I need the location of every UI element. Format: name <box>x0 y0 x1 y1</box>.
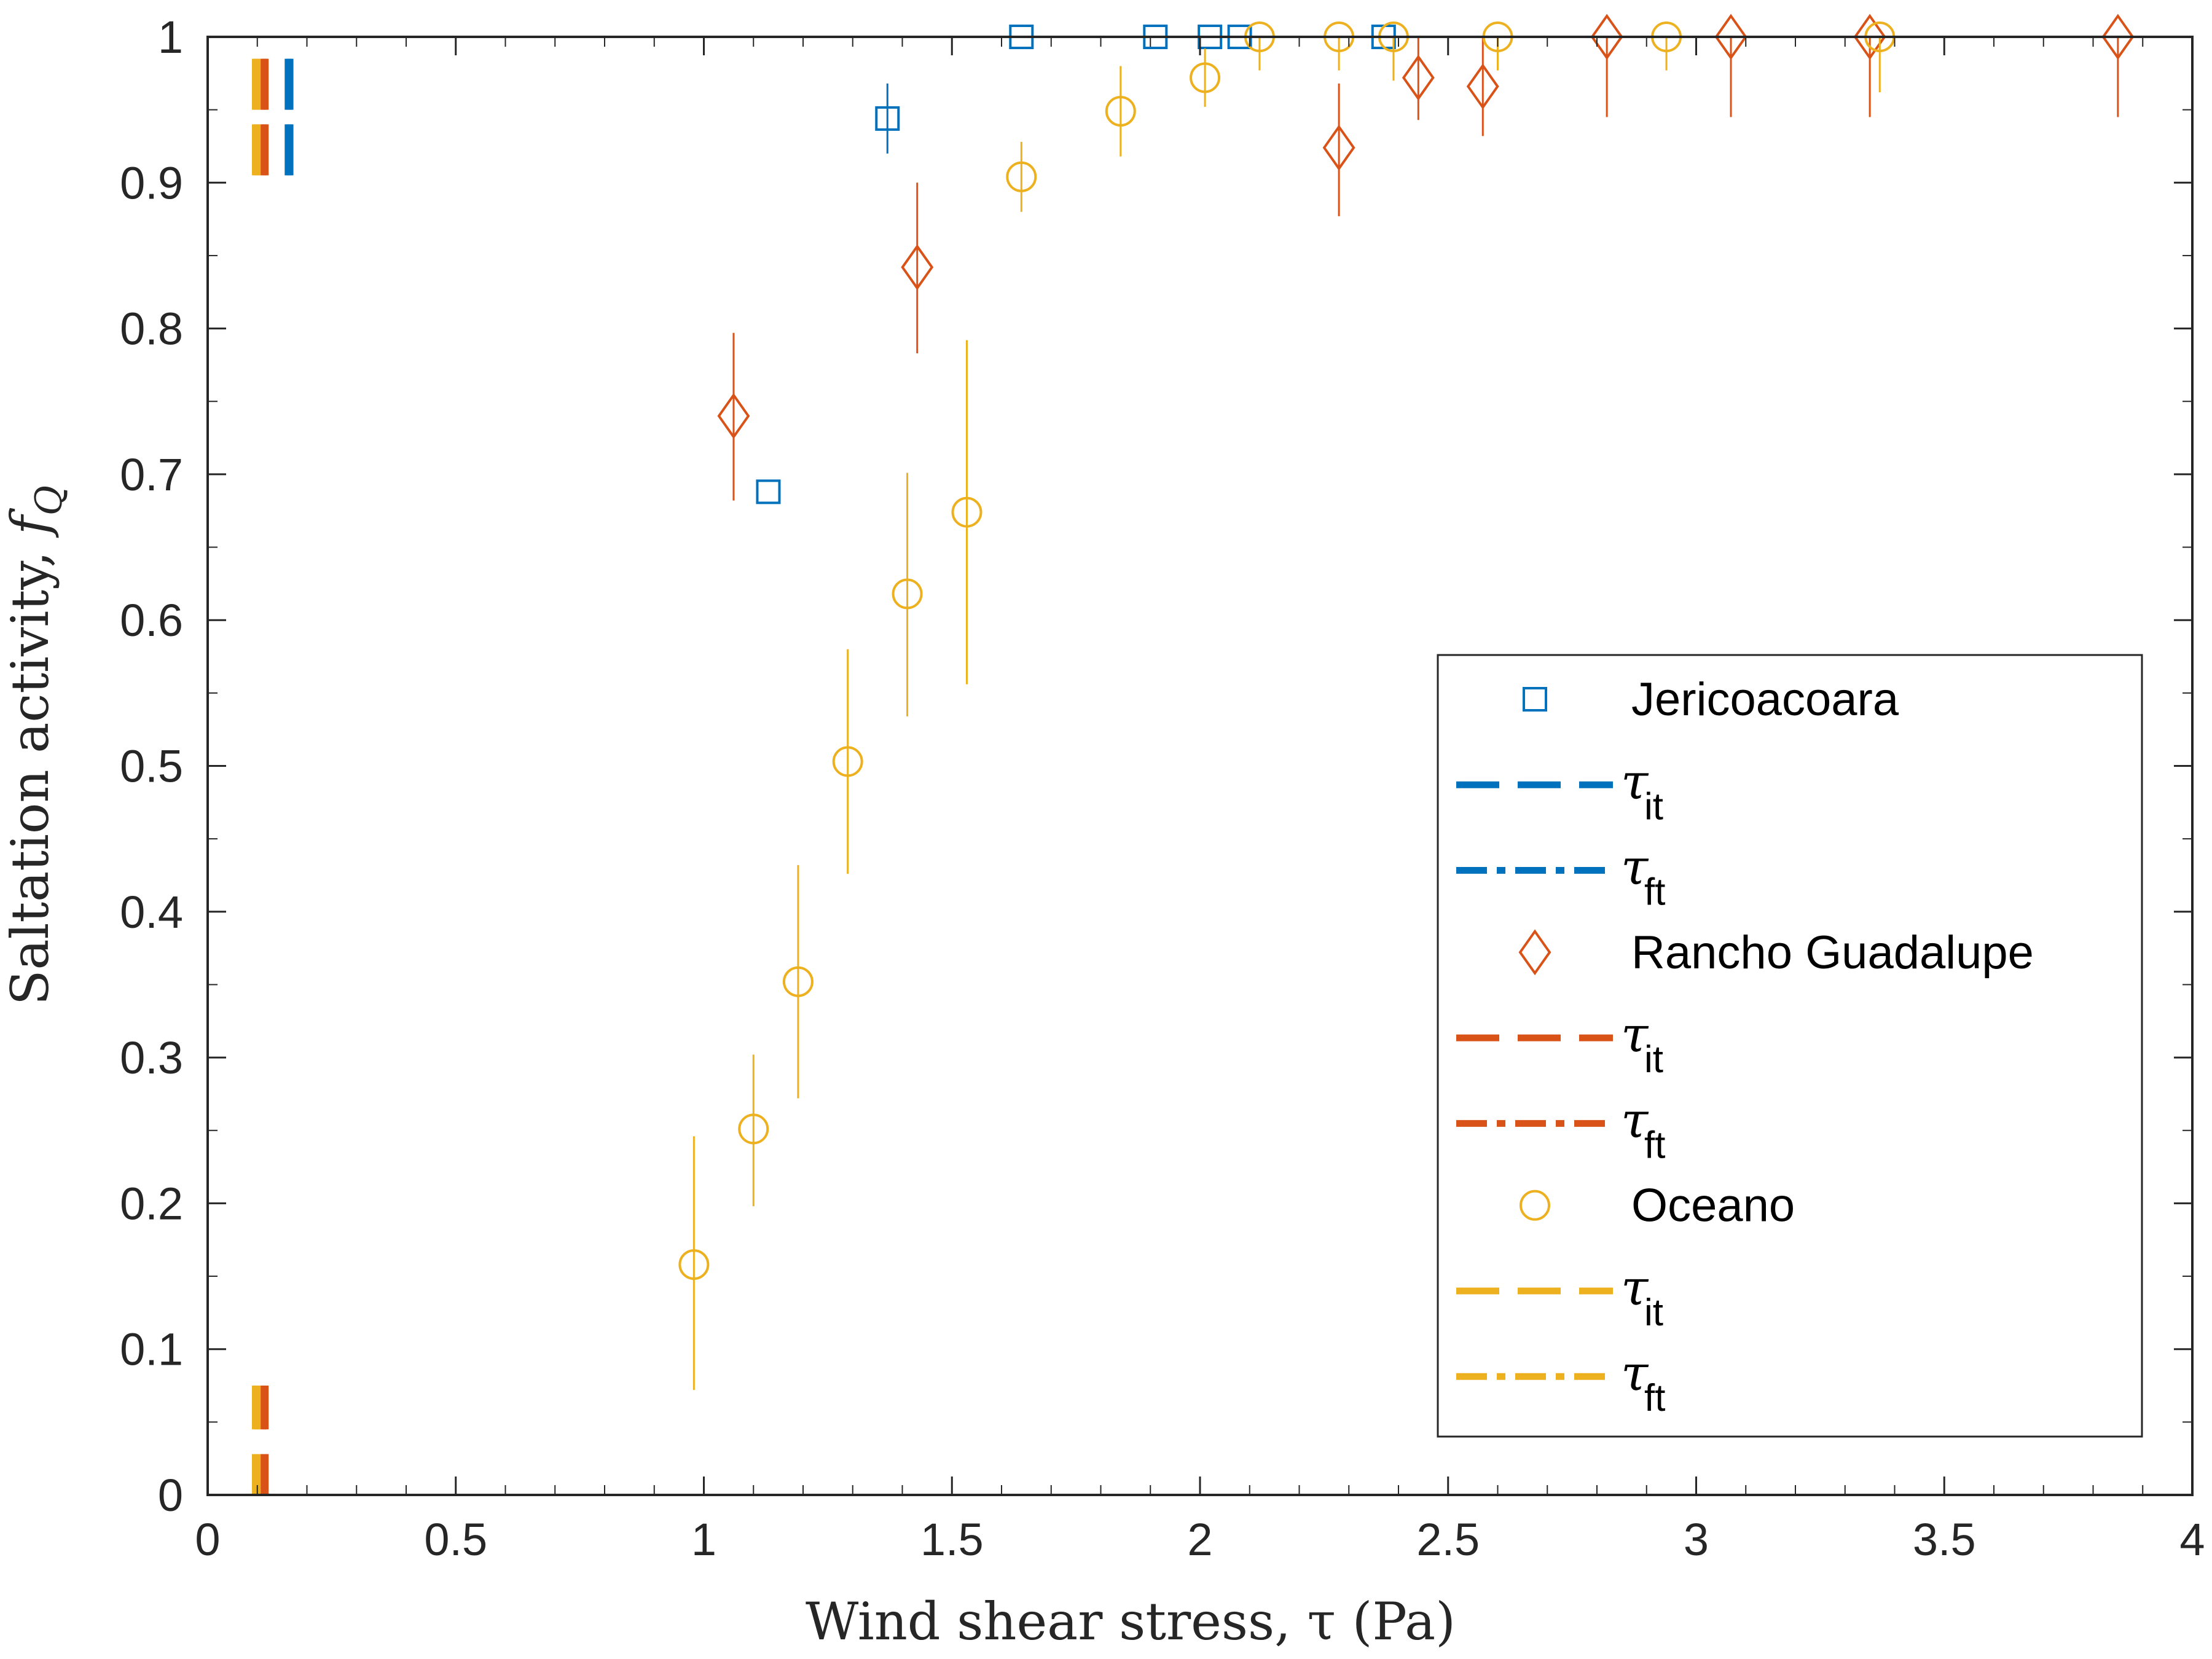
x-tick-label: 1 <box>691 1514 716 1565</box>
y-tick-label: 0.5 <box>120 741 183 792</box>
y-tick-label: 1 <box>158 12 183 63</box>
data-point <box>901 244 934 291</box>
x-tick-label: 2.5 <box>1416 1514 1480 1565</box>
data-point <box>832 746 863 777</box>
data-point <box>875 106 900 131</box>
threshold-marks-square <box>284 58 294 176</box>
y-axis-label: Saltation activity, fQ <box>0 485 71 1005</box>
threshold-marks-circle <box>252 58 261 1495</box>
y-tick-label: 0.1 <box>120 1324 183 1375</box>
legend-label-tau-it-sub: it <box>1644 1038 1663 1081</box>
data-point <box>1322 124 1355 171</box>
y-tick-label: 0 <box>158 1470 183 1521</box>
data-point <box>1006 161 1037 192</box>
legend-marker-circle <box>1520 1190 1550 1221</box>
y-tick-label: 0.4 <box>120 887 183 938</box>
y-tick-label: 0.8 <box>120 304 183 355</box>
y-tick-label: 0.9 <box>120 157 183 208</box>
data-point <box>1853 14 1886 60</box>
data-point <box>1714 14 1747 60</box>
x-tick-label: 4 <box>2179 1514 2205 1565</box>
y-tick-label: 0.6 <box>120 595 183 646</box>
legend-label-diamond: Rancho Guadalupe <box>1631 927 2034 979</box>
y-tick-label: 0.7 <box>120 449 183 500</box>
legend-label-tau-ft: τ <box>1621 839 1649 896</box>
legend-marker-diamond <box>1518 929 1551 976</box>
legend-label-tau-it: τ <box>1621 753 1649 810</box>
y-tick-label: 0.2 <box>120 1178 183 1229</box>
x-tick-label: 0.5 <box>424 1514 487 1565</box>
x-tick-label: 3 <box>1684 1514 1709 1565</box>
legend-label-tau-ft-sub: ft <box>1644 1124 1665 1166</box>
y-tick-label: 0.3 <box>120 1032 183 1083</box>
plot-frame <box>206 36 2194 1496</box>
legend-label-tau-ft-sub: ft <box>1644 1377 1665 1419</box>
x-axis-label: Wind shear stress, τ (Pa) <box>806 1591 1456 1652</box>
data-point <box>951 496 982 528</box>
data-point <box>1402 54 1435 101</box>
tick-labels: 0 0.5 1 1.5 2 2.5 3 3.5 4 0 0.1 0.2 0.3 0.4 0.5 0.6 0.7 0… <box>120 12 2205 1565</box>
x-tick-label: 3.5 <box>1913 1514 1976 1565</box>
data-point <box>738 1113 769 1145</box>
data-point <box>1590 14 1623 60</box>
data-point <box>678 1249 710 1281</box>
legend-label-tau-it-sub: it <box>1644 785 1663 828</box>
legend-label-tau-it: τ <box>1621 1006 1649 1063</box>
legend-label-tau-ft-sub: ft <box>1644 871 1665 914</box>
x-tick-label: 1.5 <box>920 1514 984 1565</box>
x-tick-label: 0 <box>195 1514 220 1565</box>
legend-label-tau-it: τ <box>1621 1259 1649 1316</box>
y-axis-label-main: Saltation activity, <box>0 535 60 1005</box>
series-diamond <box>259 14 2135 1495</box>
legend-label-tau-it-sub: it <box>1644 1292 1663 1334</box>
legend-marker-square <box>1523 687 1547 712</box>
data-point <box>756 479 781 504</box>
y-axis-label-subscript: Q <box>28 485 71 516</box>
threshold-marks-diamond <box>259 58 269 1495</box>
legend-label-tau-ft: τ <box>1621 1344 1649 1402</box>
legend-label-circle: Oceano <box>1631 1180 1795 1232</box>
data-point <box>1190 62 1221 93</box>
x-tick-label: 2 <box>1187 1514 1212 1565</box>
data-point <box>1466 63 1499 110</box>
data-point <box>2101 14 2135 60</box>
series-circle <box>252 22 1896 1495</box>
legend-label-tau-ft: τ <box>1621 1091 1649 1148</box>
data-point <box>717 393 750 439</box>
legend-label-square: Jericoacoara <box>1631 673 1899 726</box>
legend-box <box>1437 654 2143 1438</box>
data-point <box>782 966 814 997</box>
data-point <box>892 578 923 610</box>
data-point <box>1105 96 1136 127</box>
